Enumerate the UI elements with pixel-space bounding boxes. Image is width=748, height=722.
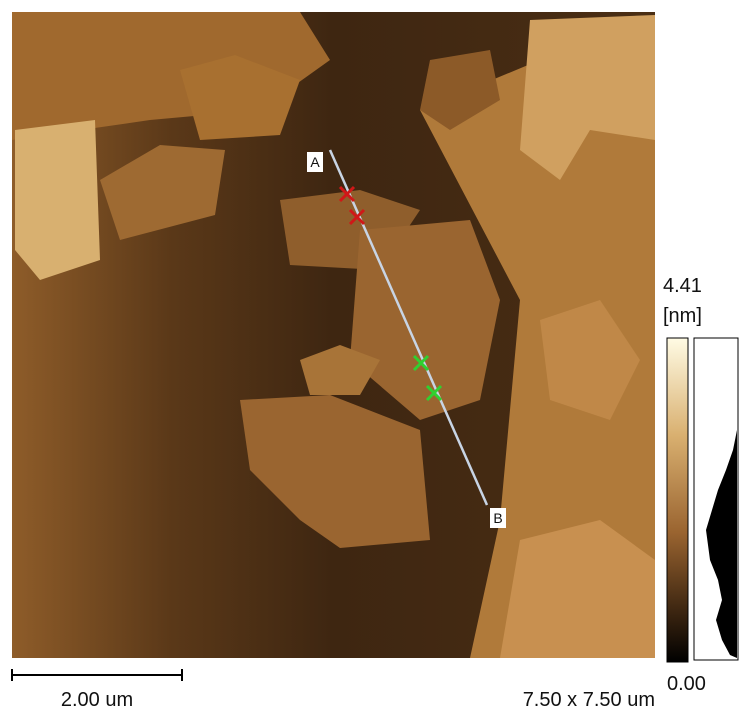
scan-size: 7.50 x 7.50 um: [523, 689, 655, 711]
point-a-label: A: [310, 154, 320, 170]
colorbar-unit: [nm]: [663, 305, 702, 327]
colorbar-max: 4.41: [663, 275, 702, 297]
point-b-label: B: [493, 510, 502, 526]
scale-bar: 2.00 um: [11, 669, 183, 711]
colorbar-min: 0.00: [667, 673, 706, 695]
scale-bar-label: 2.00 um: [61, 689, 133, 711]
afm-image: [12, 12, 655, 658]
profile-line: A B: [307, 149, 506, 528]
colorbar: 4.41 [nm] 0.00: [663, 275, 739, 695]
